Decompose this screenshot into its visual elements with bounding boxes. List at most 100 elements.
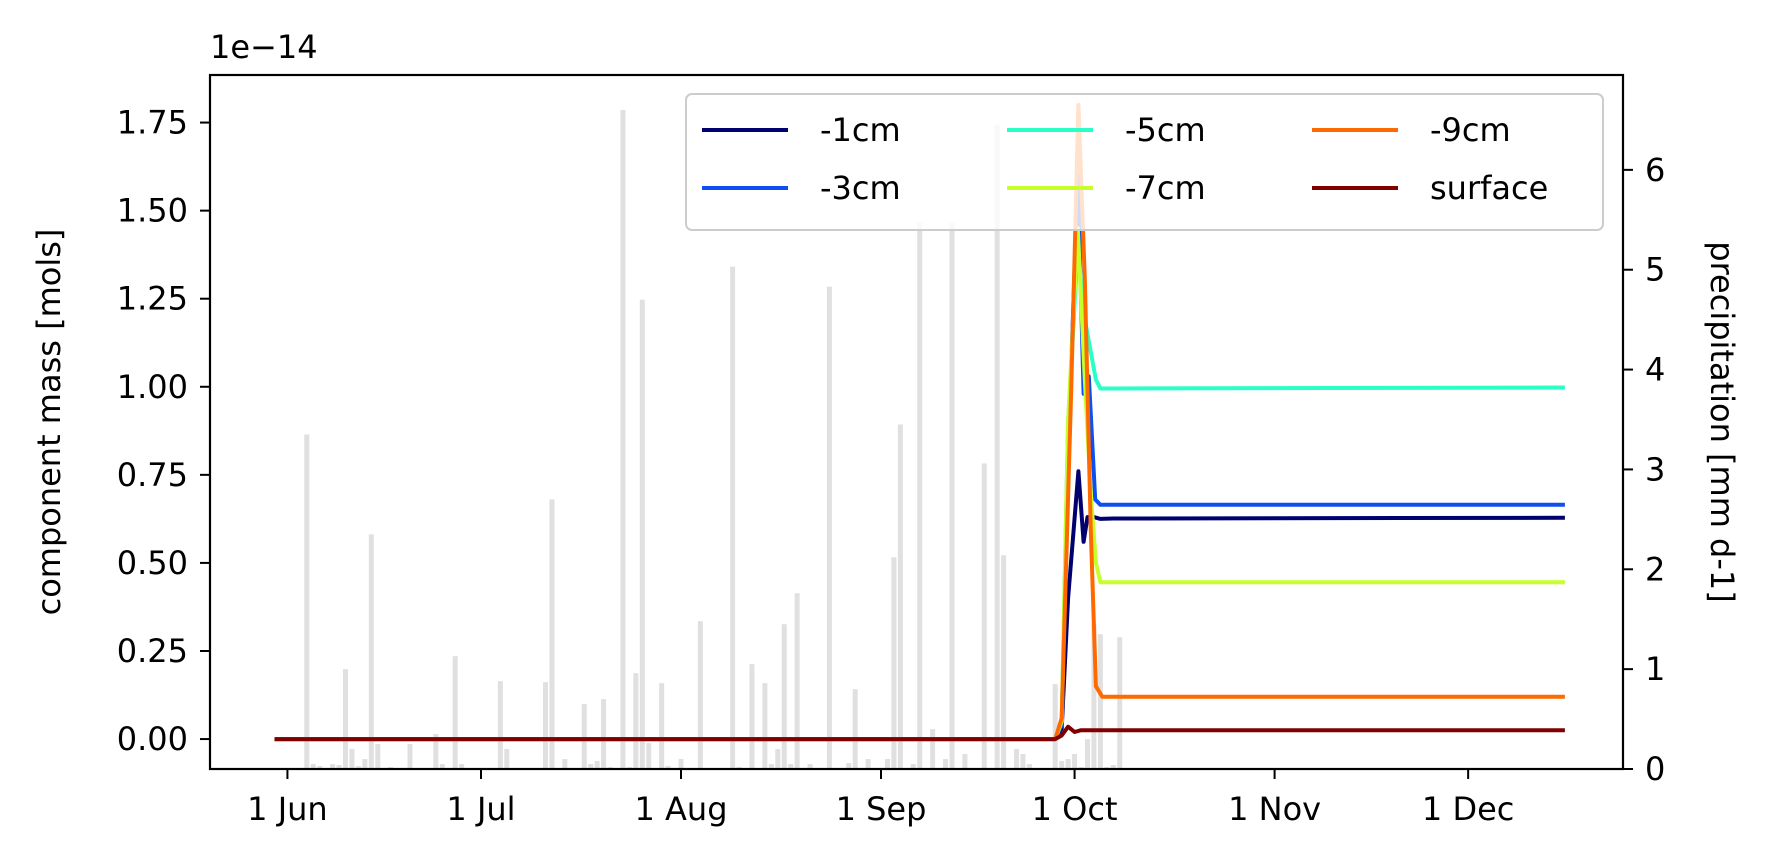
precip-bar xyxy=(362,759,368,769)
precip-bar xyxy=(949,222,955,769)
precip-bar xyxy=(633,673,639,769)
precip-bar xyxy=(543,682,549,769)
y2-tick-label: 0 xyxy=(1645,750,1665,788)
precip-bar xyxy=(1072,754,1078,769)
precip-bar xyxy=(581,704,587,769)
series-lines xyxy=(274,102,1565,742)
precip-bar xyxy=(330,764,336,769)
y2-tick-label: 5 xyxy=(1645,251,1665,289)
precip-bar xyxy=(1059,761,1065,769)
x-tick-label: 1 Dec xyxy=(1422,790,1514,828)
precip-bar xyxy=(317,766,323,769)
y-axis: 0.00 0.25 0.50 0.75 1.00 1.25 1.50 1.75 xyxy=(117,104,210,758)
precip-bar xyxy=(762,683,768,769)
x-tick-label: 1 Nov xyxy=(1228,790,1321,828)
precip-bar xyxy=(852,689,858,769)
precip-bar xyxy=(497,681,503,769)
precip-bar xyxy=(730,266,736,769)
precip-bar xyxy=(781,624,787,769)
precip-bar xyxy=(310,764,316,769)
precipitation-bars xyxy=(304,109,1123,770)
precip-bar xyxy=(368,534,374,769)
precip-bar xyxy=(1097,634,1103,769)
precip-bar xyxy=(588,764,594,769)
precip-bar xyxy=(826,286,832,769)
series-line-surface xyxy=(274,724,1565,742)
precip-bar xyxy=(1052,684,1058,769)
precip-bar xyxy=(910,764,916,769)
y2-tick-label: 6 xyxy=(1645,151,1665,189)
precip-bar xyxy=(775,749,781,769)
precip-bar xyxy=(794,593,800,769)
precip-bar xyxy=(1091,624,1097,769)
precip-bar xyxy=(962,754,968,769)
precip-bar xyxy=(304,434,310,769)
precip-bar xyxy=(562,759,568,769)
precip-bar xyxy=(678,759,684,769)
precip-bar xyxy=(665,766,671,769)
precip-bar xyxy=(1065,759,1071,769)
precip-bar xyxy=(620,109,626,769)
legend: -1cm -3cm -5cm -7cm -9cm surface xyxy=(685,93,1604,231)
series-line--9cm xyxy=(274,102,1565,742)
legend-label--7cm: -7cm xyxy=(1125,169,1206,207)
legend-label--3cm: -3cm xyxy=(820,169,901,207)
precip-bar xyxy=(768,764,774,769)
precip-bar xyxy=(452,656,458,769)
y-tick-label: 0.00 xyxy=(117,720,188,758)
precip-bar xyxy=(846,763,852,769)
precip-bar xyxy=(639,299,645,769)
precip-bar xyxy=(407,744,413,769)
y-axis-label: component mass [mols] xyxy=(30,229,68,616)
precip-bar xyxy=(375,744,381,769)
precip-bar xyxy=(349,749,355,769)
x-tick-label: 1 Oct xyxy=(1032,790,1118,828)
legend-label--5cm: -5cm xyxy=(1125,111,1206,149)
precip-bar xyxy=(1001,555,1007,769)
y2-tick-label: 4 xyxy=(1645,351,1665,389)
x-tick-label: 1 Aug xyxy=(634,790,727,828)
legend-label--1cm: -1cm xyxy=(820,111,901,149)
precip-bar xyxy=(930,729,936,769)
precip-bar xyxy=(943,759,949,769)
precip-bar xyxy=(1020,754,1026,769)
legend-label--9cm: -9cm xyxy=(1430,111,1511,149)
precip-bar xyxy=(1026,764,1032,769)
precip-bar xyxy=(433,734,439,769)
y2-axis-label: precipitation [mm d-1] xyxy=(1703,241,1741,602)
y-tick-label: 0.50 xyxy=(117,544,188,582)
precip-bar xyxy=(788,764,794,769)
x-tick-label: 1 Jul xyxy=(446,790,515,828)
y-tick-label: 0.75 xyxy=(117,456,188,494)
precip-bar xyxy=(917,222,923,769)
precip-bar xyxy=(594,761,600,769)
precip-bar xyxy=(994,124,1000,770)
precip-bar xyxy=(807,764,813,769)
plot-frame xyxy=(208,73,1625,771)
precip-bar xyxy=(1014,749,1020,769)
precip-bar xyxy=(659,683,665,769)
y2-tick-label: 3 xyxy=(1645,450,1665,488)
y-offset-label: 1e−14 xyxy=(210,28,318,66)
y2-axis: 0 1 2 3 4 5 6 xyxy=(1623,151,1665,788)
precip-bar xyxy=(749,664,755,769)
precip-bar xyxy=(342,669,348,769)
precip-bar xyxy=(601,699,607,769)
y-tick-label: 1.50 xyxy=(117,192,188,230)
precip-bar xyxy=(439,764,445,769)
precip-bar xyxy=(504,749,510,769)
y-tick-label: 1.00 xyxy=(117,368,188,406)
precip-bar xyxy=(981,463,987,769)
precip-bar xyxy=(459,764,465,769)
y-tick-label: 0.25 xyxy=(117,632,188,670)
precip-bar xyxy=(355,766,361,769)
y-tick-label: 1.25 xyxy=(117,280,188,318)
precip-bar xyxy=(697,621,703,769)
x-axis: 1 Jun 1 Jul 1 Aug 1 Sep 1 Oct 1 Nov 1 Dec xyxy=(247,769,1514,828)
precip-bar xyxy=(1117,637,1123,769)
y-tick-label: 1.75 xyxy=(117,104,188,142)
precip-bar xyxy=(1110,765,1116,769)
precip-bar xyxy=(549,499,555,769)
precip-bar xyxy=(336,765,342,769)
